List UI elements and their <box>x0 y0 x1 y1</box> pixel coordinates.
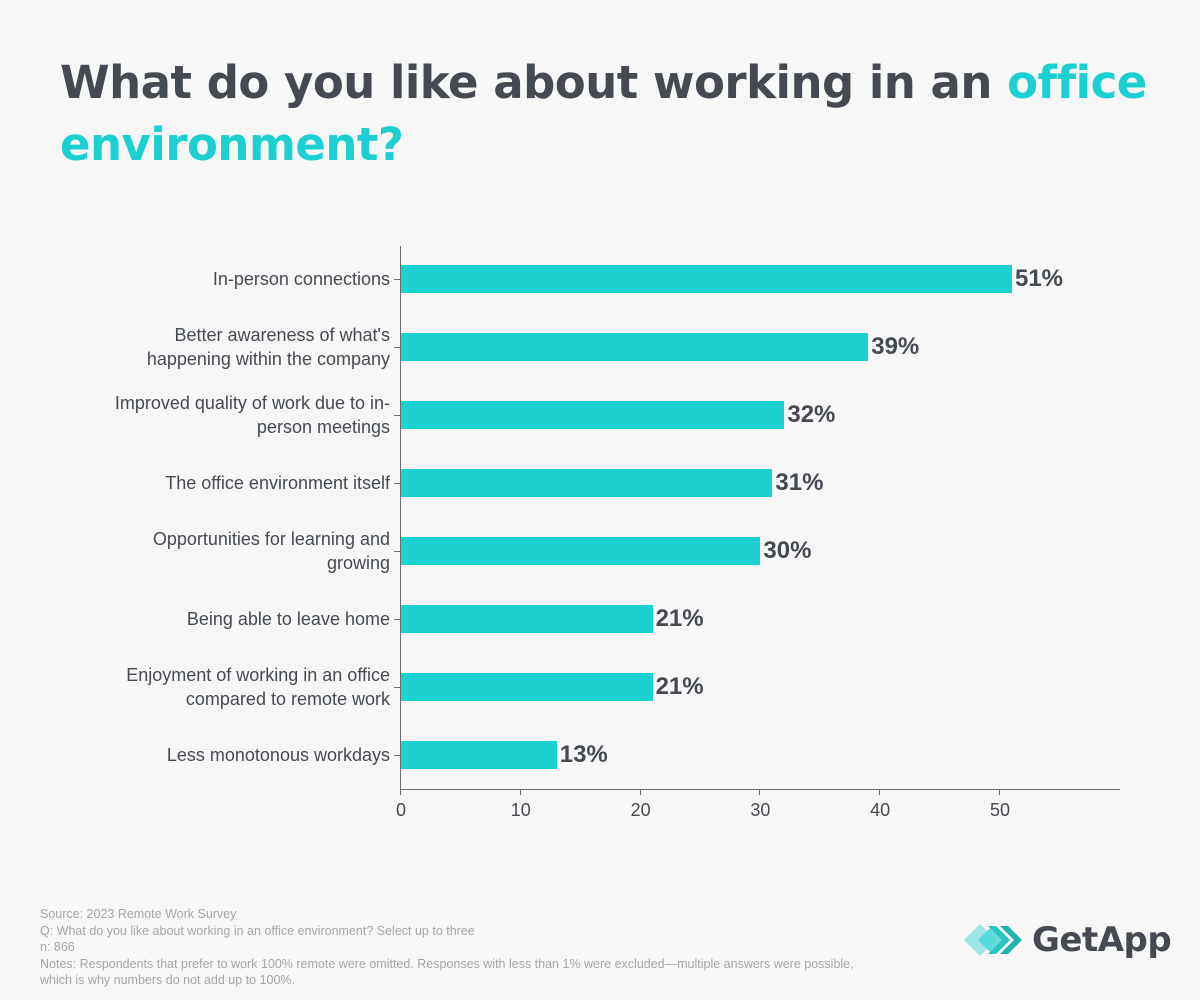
bar <box>401 673 653 701</box>
value-label: 21% <box>655 673 704 700</box>
bar <box>401 401 785 429</box>
source-note: Source: 2023 Remote Work Survey <box>40 907 237 921</box>
bar <box>401 469 773 497</box>
x-tick-label: 10 <box>510 800 531 820</box>
logo-text: GetApp <box>1032 920 1172 960</box>
sample-size: n: 866 <box>40 940 75 954</box>
value-label: 32% <box>787 401 836 428</box>
category-label: Opportunities for learning and growing <box>152 529 390 573</box>
value-label: 31% <box>775 469 824 496</box>
value-label: 21% <box>655 605 704 632</box>
bar-chart: 0 10 20 30 40 50 In-person connections 51% Bette… <box>114 246 1120 820</box>
x-tick <box>999 789 1000 795</box>
category-label: Enjoyment of working in an office compar… <box>126 665 390 709</box>
y-tick <box>394 619 400 620</box>
x-tick-label: 30 <box>750 800 771 820</box>
y-tick <box>394 279 400 280</box>
x-tick-label: 50 <box>989 800 1011 820</box>
getapp-chevrons-icon <box>964 924 1022 956</box>
x-tick <box>759 789 761 795</box>
category-label: The office environment itself <box>165 473 390 493</box>
y-tick <box>394 415 400 416</box>
chart-footer: Source: 2023 Remote Work Survey Q: What … <box>40 906 860 989</box>
y-tick <box>394 755 400 756</box>
x-tick-label: 0 <box>395 800 406 820</box>
bar <box>401 265 1012 293</box>
bar <box>401 605 653 633</box>
value-label: 39% <box>871 333 920 360</box>
bar <box>401 333 869 361</box>
notes: Notes: Respondents that prefer to work 1… <box>40 956 854 988</box>
category-label: Better awareness of what's happening wit… <box>146 325 390 369</box>
y-tick <box>394 551 400 552</box>
category-label: Being able to leave home <box>186 609 390 629</box>
question-note: Q: What do you like about working in an … <box>40 923 475 938</box>
x-tick <box>639 789 641 795</box>
category-label: Improved quality of work due to in-perso… <box>114 393 390 437</box>
bar <box>401 741 557 769</box>
value-label: 30% <box>763 537 812 564</box>
x-tick <box>400 789 401 795</box>
y-tick <box>394 687 400 688</box>
title-prefix: What do you like about working in an <box>60 56 1008 109</box>
x-tick-label: 40 <box>870 800 891 820</box>
getapp-logo: GetApp <box>964 918 1172 962</box>
title-accent: office environment? <box>60 56 1147 171</box>
chart-title: What do you like about working in an off… <box>60 52 1160 176</box>
bar <box>401 537 761 565</box>
value-label: 13% <box>559 741 608 768</box>
y-axis <box>400 246 401 789</box>
x-tick-label: 20 <box>630 800 651 820</box>
value-label: 51% <box>1014 265 1064 292</box>
x-tick <box>879 789 881 795</box>
y-tick <box>394 483 400 484</box>
y-tick <box>394 347 400 348</box>
category-label: In-person connections <box>212 269 390 289</box>
category-label: Less monotonous workdays <box>166 745 390 765</box>
x-tick <box>519 789 521 795</box>
